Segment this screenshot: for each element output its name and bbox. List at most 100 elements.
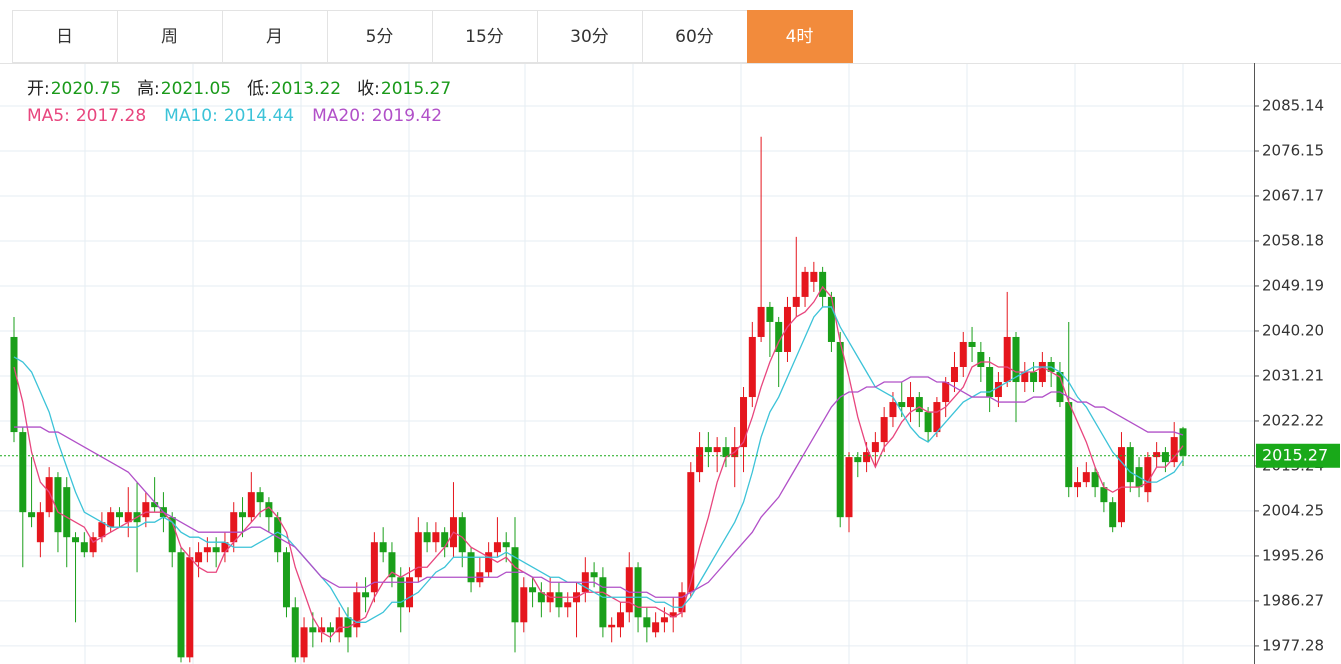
candle-body [10, 336, 18, 433]
y-tick-label: 2085.14 [1262, 97, 1324, 115]
candle-body [203, 547, 211, 553]
candle-body [274, 517, 282, 553]
candle-body [599, 577, 607, 628]
candle-body [362, 592, 370, 598]
header-text: 开: [27, 79, 50, 99]
candle-body [379, 542, 387, 553]
candle-body [239, 512, 247, 518]
candle-body [309, 627, 317, 633]
candle-body [625, 567, 633, 613]
candle-body [669, 612, 677, 618]
candle-body [880, 417, 888, 443]
candle-body [414, 532, 422, 578]
header-text: 2013.22 [271, 79, 341, 99]
tab[interactable]: 30分 [537, 10, 643, 63]
candle-body [696, 447, 704, 473]
candle-body [1030, 372, 1038, 383]
last-price-label: 2015.27 [1262, 445, 1328, 464]
candle-body [291, 607, 299, 658]
candle-body [195, 552, 203, 563]
candle-body [564, 602, 572, 608]
header-text: MA5: [27, 106, 70, 126]
candle-body [45, 477, 53, 513]
candle-body [687, 472, 695, 593]
candle-body [994, 382, 1002, 398]
candle-body [889, 402, 897, 418]
candle-body [1074, 482, 1082, 488]
tab[interactable]: 月 [222, 10, 328, 63]
candle-body [1056, 372, 1064, 403]
candle-body [441, 532, 449, 548]
tab-label: 30分 [570, 27, 609, 47]
candle-body [801, 271, 809, 297]
candle-body [898, 402, 906, 408]
ma-line [13, 306, 1184, 623]
candle-body [72, 537, 80, 543]
candle-body [177, 552, 185, 658]
candle-body [493, 542, 501, 553]
candle-body [115, 512, 123, 518]
tab[interactable]: 60分 [642, 10, 748, 63]
candle-body [854, 457, 862, 463]
candle-body [1021, 372, 1029, 383]
candle-body [748, 336, 756, 398]
candle-body [819, 271, 827, 297]
header-text: MA20: [312, 106, 366, 126]
header-text: 2020.75 [51, 79, 121, 99]
candle-body [1126, 447, 1134, 483]
candle-body [124, 512, 132, 523]
candle-body [423, 532, 431, 543]
candle-body [660, 617, 668, 623]
candle-body [247, 492, 255, 518]
candle-body [1003, 336, 1011, 383]
tab-label: 月 [266, 27, 283, 47]
candle-body [986, 367, 994, 398]
tab[interactable]: 日 [12, 10, 118, 63]
candle-body [397, 577, 405, 608]
candle-body [933, 402, 941, 433]
candle-body [537, 592, 545, 603]
candle-body [722, 447, 730, 458]
tab-label: 4时 [786, 27, 814, 47]
tab[interactable]: 5分 [327, 10, 433, 63]
candle-body [775, 321, 783, 352]
candle-body [590, 572, 598, 578]
candle-body [757, 306, 765, 337]
tab-bg [12, 10, 118, 63]
tab[interactable]: 15分 [432, 10, 538, 63]
y-tick-label: 2040.20 [1262, 321, 1324, 339]
last-price-box [1256, 443, 1340, 468]
candle-body [608, 624, 616, 628]
candle-body [1144, 457, 1152, 493]
tab-bg [432, 10, 538, 63]
candle-body [977, 351, 985, 368]
candle-body [652, 622, 660, 633]
y-tick-label: 1995.26 [1262, 546, 1324, 564]
candle-body [63, 487, 71, 538]
candle-body [783, 306, 791, 352]
tab[interactable]: 4时 [747, 10, 853, 63]
candle-body [959, 341, 967, 368]
candle-body [827, 296, 835, 342]
tab[interactable]: 周 [117, 10, 223, 63]
y-tick-label: 2067.17 [1262, 186, 1324, 204]
candle-body [335, 617, 343, 633]
header-text: 2017.28 [76, 106, 146, 126]
candle-body [230, 512, 238, 543]
layers [0, 105, 1254, 663]
candle-body [616, 612, 624, 628]
tab-label: 60分 [675, 27, 714, 47]
tab-label: 5分 [366, 27, 394, 47]
y-tick-label: 2031.21 [1262, 366, 1324, 384]
vertical-grid [84, 63, 1184, 664]
candle-body [1100, 487, 1108, 503]
candle-body [1153, 452, 1161, 458]
y-tick-label: 2058.18 [1262, 231, 1324, 249]
header-text: 高: [137, 79, 160, 99]
y-tick-label: 1977.28 [1262, 636, 1324, 654]
candle-body [353, 592, 361, 628]
candle-body [467, 552, 475, 583]
candle-body [924, 412, 932, 433]
candle-body [942, 382, 950, 403]
